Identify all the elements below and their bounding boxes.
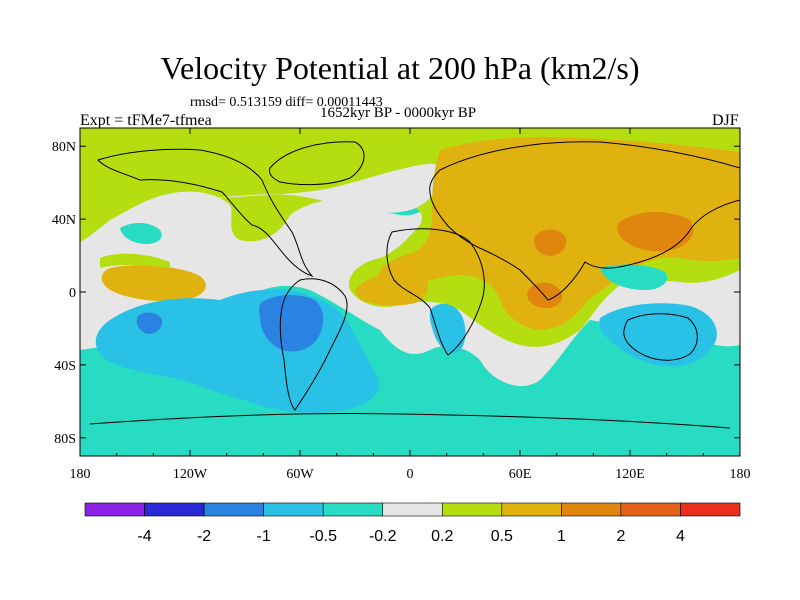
contour-neg02-maritime [600, 264, 668, 290]
colorbar-label: 2 [616, 528, 625, 545]
contour-pos1-mideast [534, 229, 567, 256]
colorbar-label: -0.5 [309, 528, 337, 545]
contour-pos02-pacific [100, 253, 170, 268]
contour-pos1-japan [617, 212, 694, 252]
colorbar-swatch [203, 502, 264, 517]
y-tick-label: 80N [52, 140, 76, 155]
coast-antarctica [89, 412, 731, 429]
stats-text: rmsd= 0.513159 diff= 0.00011443 [190, 95, 383, 110]
contour-neg02-north-pacific [120, 222, 162, 244]
x-tick-label: 180 [730, 467, 751, 482]
contour-pos05-atlantic [355, 273, 429, 306]
colorbar-label: 1 [557, 528, 566, 545]
colorbar-swatch [620, 502, 681, 517]
x-tick-label: 60E [509, 467, 532, 482]
season-label: DJF [712, 112, 739, 129]
experiment-label: Expt = tFMe7-tfmea [80, 112, 212, 129]
colorbar-swatch [501, 502, 562, 517]
colorbar-label: -4 [137, 528, 151, 545]
colorbar-swatch [84, 502, 145, 517]
colorbar-label: 0.2 [431, 528, 453, 545]
coast-africa [386, 228, 485, 356]
coast-north-america [97, 148, 314, 278]
colorbar-label: 4 [676, 528, 685, 545]
colorbar-label: -2 [197, 528, 211, 545]
colorbar: -4 -2 -1 -0.5 -0.2 0.2 0.5 1 2 4 [84, 502, 741, 545]
contour-zero-gap [200, 163, 444, 213]
colorbar-swatch [144, 502, 205, 517]
coast-australia [623, 313, 698, 361]
contour-neg05-australia [599, 303, 717, 367]
x-tick-label: 120W [173, 467, 208, 482]
colorbar-label: 0.5 [491, 528, 513, 545]
colorbar-label: -1 [257, 528, 271, 545]
contour-neg05-indian-ocean [429, 303, 466, 353]
x-tick-label: 60W [286, 467, 314, 482]
coast-greenland [269, 141, 365, 186]
y-tick-label: 0 [69, 286, 76, 301]
axis-ticks: 180 120W 60W 0 60E 120E 180 80N 40N 0 40S 80S [52, 128, 751, 482]
y-tick-label: 80S [54, 432, 76, 447]
y-tick-label: 40N [52, 213, 76, 228]
contour-pos05-pacific [101, 265, 206, 302]
colorbar-swatch [322, 502, 384, 517]
contour-neg1-pacific [136, 312, 163, 334]
colorbar-swatch [382, 502, 443, 517]
chart-title: Velocity Potential at 200 hPa (km2/s) [160, 50, 640, 86]
colorbar-swatch [441, 502, 503, 517]
x-tick-label: 120E [615, 467, 645, 482]
colorbar-swatch [561, 502, 622, 517]
colorbar-swatch [263, 502, 324, 517]
x-tick-label: 0 [407, 467, 414, 482]
coast-eurasia [429, 141, 740, 301]
contour-neg1-south-america [259, 295, 324, 352]
x-tick-label: 180 [70, 467, 91, 482]
colorbar-swatch [680, 502, 741, 517]
y-tick-label: 40S [54, 359, 76, 374]
period-text: 1652kyr BP - 0000kyr BP [320, 105, 477, 121]
coastline-layer [89, 141, 740, 429]
colorbar-label: -0.2 [369, 528, 397, 545]
coast-south-america [279, 278, 348, 411]
